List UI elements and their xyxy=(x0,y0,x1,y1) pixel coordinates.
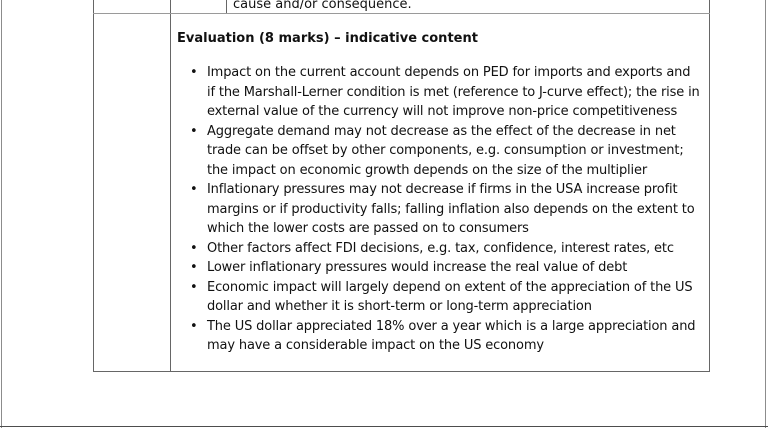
table-border-toprow-inner xyxy=(226,0,227,13)
bullet-item: Inflationary pressures may not decrease … xyxy=(190,180,702,239)
bullet-item: The US dollar appreciated 18% over a yea… xyxy=(190,317,702,356)
top-row-text: cause and/or consequence. xyxy=(233,0,412,12)
bullet-item: Lower inflationary pressures would incre… xyxy=(190,258,702,278)
bullet-item: Aggregate demand may not decrease as the… xyxy=(190,122,702,181)
table-border-right xyxy=(709,0,710,371)
table-border-inner xyxy=(170,0,171,371)
page-right-edge xyxy=(765,0,766,428)
evaluation-bullet-list: Impact on the current account depends on… xyxy=(190,63,702,356)
page-left-edge xyxy=(1,0,2,428)
table-border-left xyxy=(93,0,94,371)
bullet-item: Other factors affect FDI decisions, e.g.… xyxy=(190,239,702,259)
table-border-row-divider xyxy=(93,13,710,14)
evaluation-heading: Evaluation (8 marks) – indicative conten… xyxy=(177,31,478,46)
bullet-item: Impact on the current account depends on… xyxy=(190,63,702,122)
bullet-item: Economic impact will largely depend on e… xyxy=(190,278,702,317)
viewport-bottom-rule xyxy=(0,426,768,427)
table-border-bottom xyxy=(93,371,710,372)
